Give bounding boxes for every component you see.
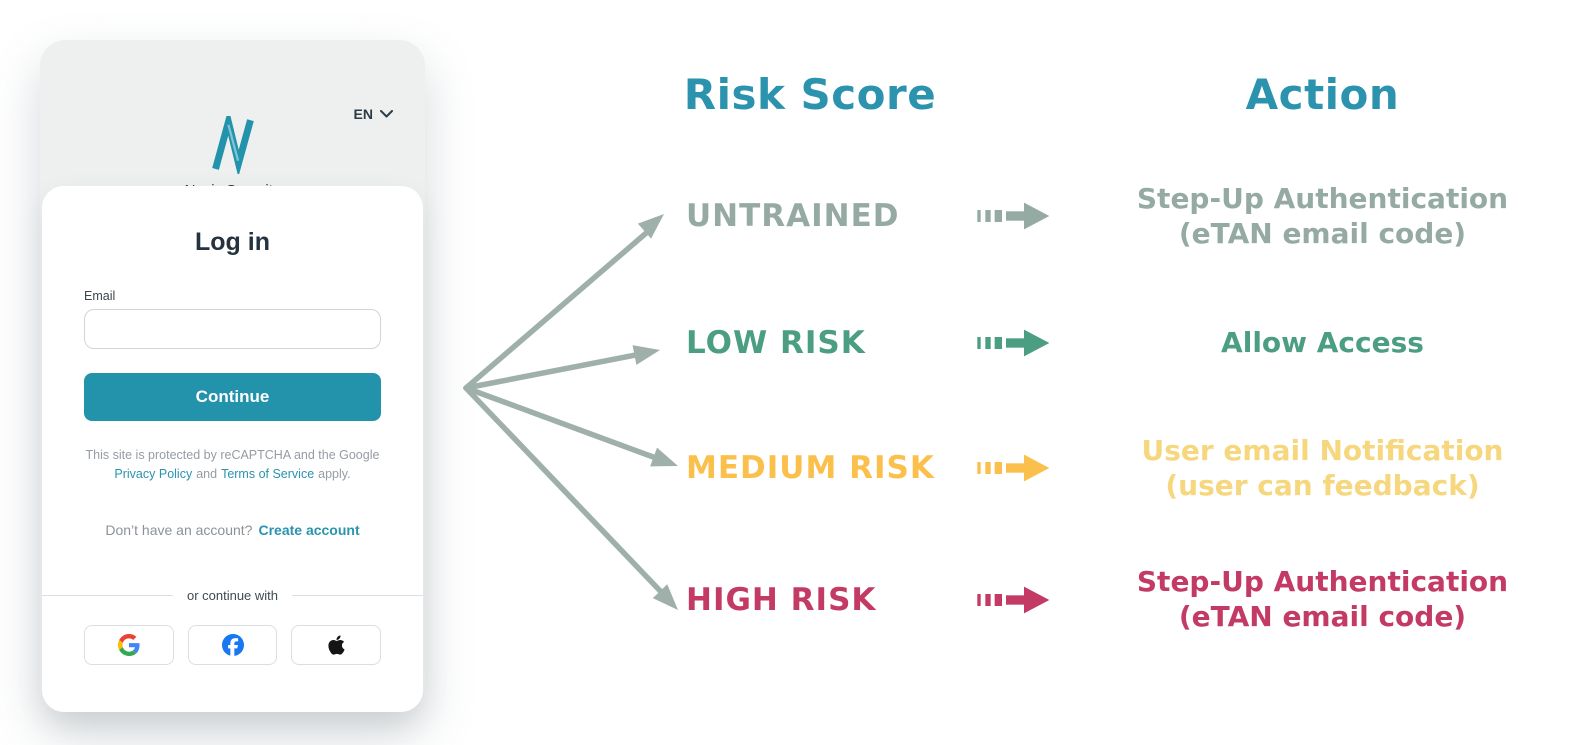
action-line: Step-Up Authentication	[1136, 182, 1509, 215]
action-low: Allow Access	[1130, 325, 1515, 361]
create-account-link[interactable]: Create account	[258, 521, 360, 538]
facebook-login-button[interactable]	[187, 624, 278, 665]
action-medium: User email Notification (user can feedba…	[1130, 433, 1515, 503]
recaptcha-notice: This site is protected by reCAPTCHA and …	[84, 446, 381, 484]
divider-line	[292, 594, 423, 596]
action-header: Action	[1245, 70, 1400, 119]
action-untrained: Step-Up Authentication (eTAN email code)	[1130, 181, 1515, 251]
fast-forward-arrow-icon	[973, 200, 1055, 232]
divider-line	[42, 594, 173, 596]
email-field[interactable]	[84, 309, 381, 349]
divider-text: or continue with	[186, 587, 279, 603]
social-divider: or continue with	[42, 588, 423, 603]
action-line: (eTAN email code)	[1178, 217, 1467, 250]
fast-forward-arrow-icon	[973, 327, 1055, 359]
language-selector[interactable]: EN	[354, 106, 393, 122]
action-line: (user can feedback)	[1165, 469, 1480, 502]
nevis-logo-icon	[211, 116, 254, 174]
email-label: Email	[84, 289, 116, 303]
continue-button[interactable]: Continue	[84, 373, 381, 421]
action-high: Step-Up Authentication (eTAN email code)	[1130, 564, 1515, 634]
fan-arrowheads	[632, 214, 678, 610]
apply-text: apply.	[318, 466, 351, 481]
chevron-down-icon	[380, 110, 393, 118]
login-card: Log in Email Continue This site is prote…	[42, 186, 423, 712]
recaptcha-line1: This site is protected by reCAPTCHA and …	[85, 448, 380, 462]
action-line: (eTAN email code)	[1178, 600, 1467, 633]
social-buttons	[84, 624, 382, 665]
action-line: Allow Access	[1221, 326, 1424, 359]
apple-login-button[interactable]	[291, 624, 382, 665]
google-login-button[interactable]	[84, 624, 174, 665]
action-line: Step-Up Authentication	[1136, 565, 1509, 598]
terms-of-service-link[interactable]: Terms of Service	[221, 466, 315, 481]
create-account-row: Don’t have an account? Create account	[84, 522, 381, 538]
fast-forward-arrow-icon	[973, 452, 1055, 484]
risk-label-high: HIGH RISK	[686, 582, 877, 618]
recaptcha-line2: Privacy Policy and Terms of Service apply.	[84, 465, 381, 484]
phone-mockup: EN Nevis Security Log in Email Continue …	[40, 40, 425, 712]
facebook-icon	[221, 633, 244, 656]
login-title: Log in	[195, 228, 270, 256]
risk-score-header: Risk Score	[683, 70, 937, 119]
action-line: User email Notification	[1141, 434, 1504, 467]
no-account-text: Don’t have an account?	[105, 521, 253, 538]
google-icon	[117, 633, 140, 656]
fan-arrows	[463, 214, 678, 610]
risk-label-medium: MEDIUM RISK	[686, 450, 935, 486]
apple-icon	[328, 634, 345, 655]
language-label: EN	[353, 106, 373, 122]
risk-label-low: LOW RISK	[686, 325, 866, 361]
risk-label-untrained: UNTRAINED	[686, 198, 900, 234]
privacy-policy-link[interactable]: Privacy Policy	[114, 466, 193, 481]
fast-forward-arrow-icon	[973, 584, 1055, 616]
and-text: and	[196, 466, 218, 481]
